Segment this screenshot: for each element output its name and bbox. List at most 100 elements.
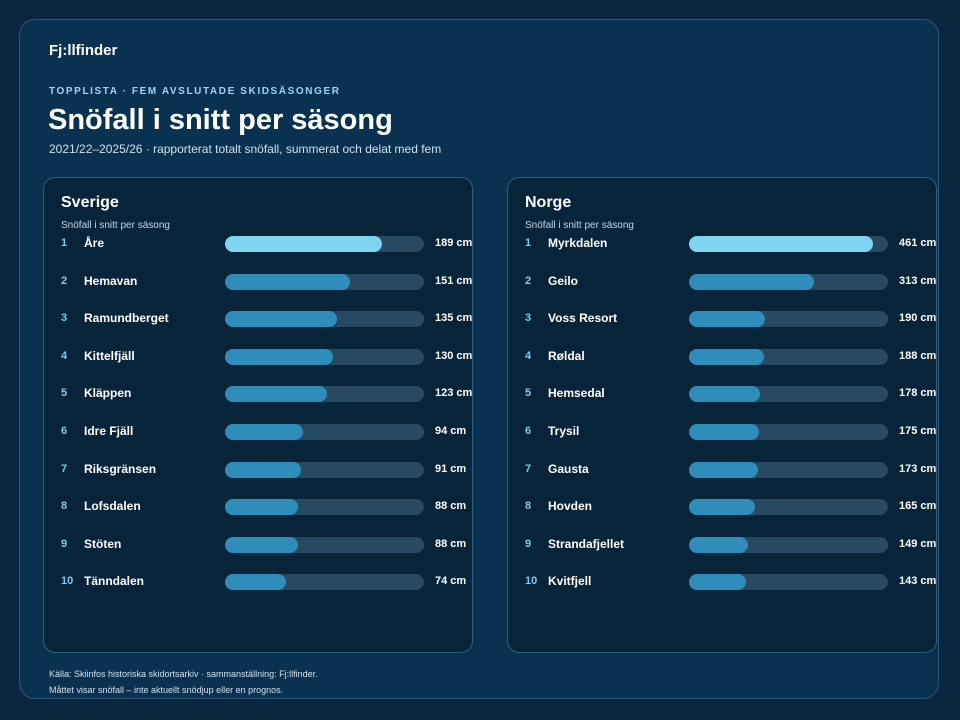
value-label: 130 cm [435, 349, 473, 362]
value-label: 190 cm [899, 312, 937, 325]
bar-track [225, 273, 424, 290]
bar-row: 5 Hemsedal 178 cm [508, 384, 938, 404]
bar [689, 348, 764, 365]
rank-label: 3 [525, 312, 532, 325]
page-title: Snöfall i snitt per säsong [48, 104, 393, 136]
panel-title: Sverige [61, 194, 119, 211]
bar-row: 3 Voss Resort 190 cm [508, 309, 938, 329]
rank-label: 7 [525, 462, 532, 475]
value-label: 91 cm [435, 462, 467, 475]
panel-metric-label: Snöfall i snitt per säsong [525, 220, 634, 231]
bar-track [689, 461, 888, 478]
page-subtitle: 2021/22–2025/26 · rapporterat totalt snö… [49, 142, 442, 156]
rank-label: 6 [525, 425, 532, 437]
category-label: Gausta [548, 461, 589, 476]
value-label: 88 cm [435, 500, 467, 513]
category-label: Trysil [548, 424, 580, 438]
category-label: Tänndalen [84, 574, 145, 589]
bar-row: 10 Tänndalen 74 cm [44, 572, 474, 592]
panel-metric-label: Snöfall i snitt per säsong [61, 220, 170, 231]
rank-label: 4 [525, 349, 532, 362]
bar-row: 1 Åre 189 cm [44, 234, 474, 254]
rank-label: 10 [61, 575, 74, 588]
bar-row: 4 Røldal 188 cm [508, 347, 938, 367]
rank-label: 1 [61, 237, 68, 249]
bar-track [689, 348, 888, 365]
bar [225, 348, 333, 365]
rank-label: 3 [61, 312, 68, 325]
category-label: Lofsdalen [84, 499, 141, 514]
category-label: Idre Fjäll [84, 424, 134, 438]
value-label: 173 cm [899, 462, 937, 475]
value-label: 135 cm [435, 312, 473, 325]
rank-label: 9 [61, 537, 68, 550]
bar [225, 273, 351, 290]
bar-track [225, 536, 424, 553]
rank-label: 2 [525, 274, 532, 287]
bar-track [225, 386, 424, 403]
bar-track [689, 536, 888, 553]
bar [225, 424, 303, 440]
panel-title: Norge [525, 194, 572, 211]
category-label: Myrkdalen [548, 236, 608, 250]
rank-label: 5 [61, 387, 68, 400]
chart-panel-sverige: Sverige Snöfall i snitt per säsong 1 Åre 1… [43, 177, 473, 653]
category-label: Strandafjellet [548, 536, 625, 551]
rank-label: 5 [525, 387, 532, 400]
category-label: Hemsedal [548, 386, 605, 401]
bar [225, 536, 298, 553]
brand-logo: Fj:llfinder [49, 42, 118, 59]
chart-panel-norge: Norge Snöfall i snitt per säsong 1 Myrkda… [507, 177, 937, 653]
rank-label: 4 [61, 349, 68, 362]
bar [225, 499, 298, 516]
category-label: Kläppen [84, 386, 132, 401]
category-label: Åre [84, 236, 105, 250]
bar-track [225, 311, 424, 328]
category-label: Kvitfjell [548, 574, 592, 589]
rank-label: 2 [61, 274, 68, 287]
bar-row: 8 Hovden 165 cm [508, 497, 938, 517]
value-label: 149 cm [899, 537, 937, 550]
bar-track [225, 424, 424, 440]
bar-track [689, 499, 888, 516]
category-label: Voss Resort [548, 311, 618, 326]
value-label: 74 cm [435, 575, 467, 588]
bar-row: 5 Kläppen 123 cm [44, 384, 474, 404]
value-label: 94 cm [435, 425, 467, 437]
bar [689, 424, 759, 440]
bar-row: 2 Hemavan 151 cm [44, 272, 474, 292]
bar-track [225, 236, 424, 252]
bar-track [689, 273, 888, 290]
value-label: 165 cm [899, 500, 937, 513]
rank-label: 6 [61, 425, 68, 437]
main-card: Fj:llfinder TOPPLISTA · FEM AVSLUTADE SK… [19, 19, 939, 699]
bar-row: 8 Lofsdalen 88 cm [44, 497, 474, 517]
value-label: 88 cm [435, 537, 467, 550]
bar-row: 7 Gausta 173 cm [508, 460, 938, 480]
value-label: 151 cm [435, 274, 473, 287]
bar [689, 536, 749, 553]
rank-label: 9 [525, 537, 532, 550]
bar-track [689, 236, 888, 252]
kicker: TOPPLISTA · FEM AVSLUTADE SKIDSÄSONGER [49, 86, 341, 97]
rank-label: 8 [61, 500, 68, 513]
footer-source: Källa: Skiinfos historiska skidortsarkiv… [49, 669, 318, 679]
bar-row: 7 Riksgränsen 91 cm [44, 460, 474, 480]
bar-track [225, 461, 424, 478]
bar-row: 9 Stöten 88 cm [44, 535, 474, 555]
bar-row: 1 Myrkdalen 461 cm [508, 234, 938, 254]
bar [225, 386, 327, 403]
value-label: 178 cm [899, 387, 937, 400]
rank-label: 1 [525, 237, 532, 249]
bar [225, 574, 287, 591]
value-label: 461 cm [899, 237, 937, 249]
bar-track [689, 386, 888, 403]
bar [689, 386, 760, 403]
category-label: Riksgränsen [84, 461, 157, 476]
category-label: Hemavan [84, 273, 138, 288]
category-label: Geilo [548, 273, 579, 288]
bar-track [689, 424, 888, 440]
bar-row: 10 Kvitfjell 143 cm [508, 572, 938, 592]
rank-label: 10 [525, 575, 538, 588]
bar [689, 236, 873, 252]
